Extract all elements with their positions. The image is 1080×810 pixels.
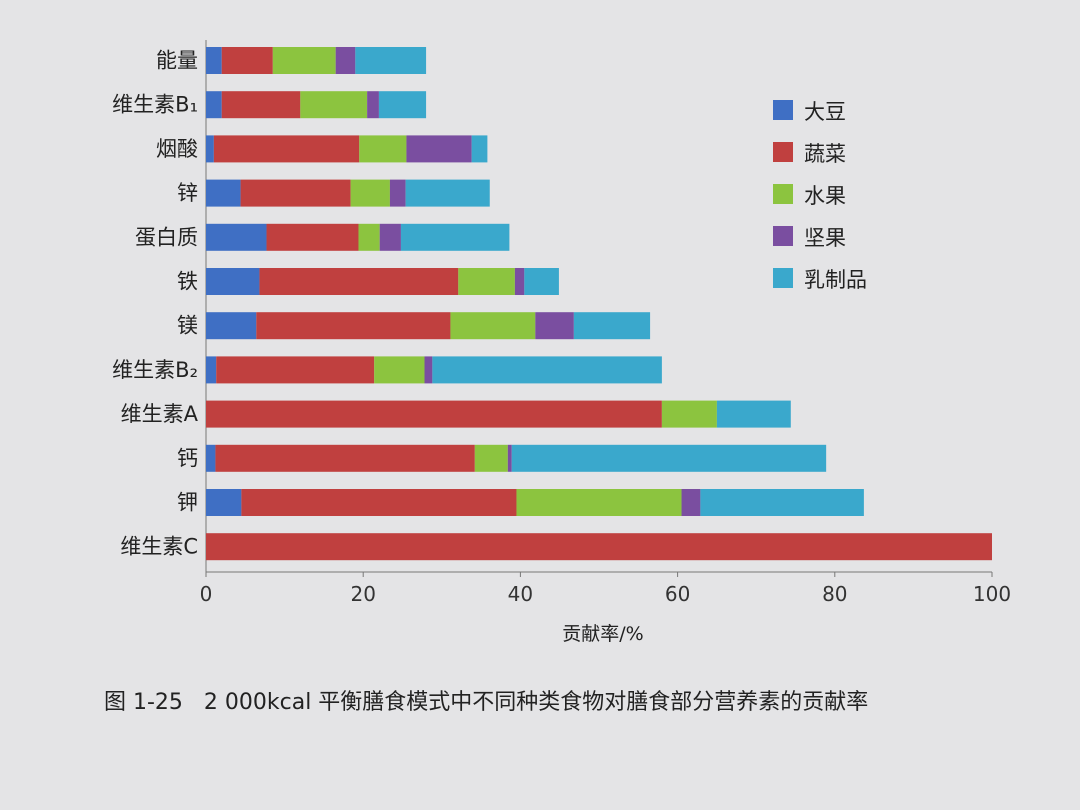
x-tick-label: 20	[350, 582, 375, 606]
bar-segment-蔬菜-钙	[215, 444, 475, 472]
figure-caption: 图 1-25 2 000kcal 平衡膳食模式中不同种类食物对膳食部分营养素的贡…	[104, 690, 869, 715]
bar-segment-大豆-能量	[206, 47, 222, 74]
category-label: 维生素B₂	[112, 358, 198, 382]
legend-label: 大豆	[804, 100, 846, 124]
bar-segment-蔬菜-维生素B₂	[216, 356, 375, 384]
category-label: 铁	[177, 270, 198, 294]
legend-swatch	[773, 100, 793, 120]
bar-segment-水果-钙	[474, 444, 508, 472]
bar-segment-蔬菜-铁	[259, 268, 459, 295]
category-label: 维生素B₁	[112, 93, 198, 117]
x-tick-label: 0	[200, 582, 213, 606]
x-tick-label: 40	[508, 582, 533, 606]
bar-segment-乳制品-钾	[700, 489, 864, 516]
bar-segment-坚果-维生素B₂	[424, 356, 433, 384]
legend-label: 水果	[804, 184, 846, 208]
bar-segment-水果-维生素B₂	[374, 356, 425, 384]
bar-segment-大豆-锌	[206, 179, 241, 207]
bar-segment-乳制品-维生素B₁	[378, 91, 427, 119]
bar-segment-水果-烟酸	[359, 135, 407, 163]
bar-segment-蔬菜-烟酸	[213, 135, 360, 163]
bar-segment-水果-能量	[272, 47, 336, 74]
legend-label: 蔬菜	[804, 142, 846, 166]
bar-segment-乳制品-蛋白质	[400, 223, 510, 251]
bar-segment-坚果-铁	[514, 268, 525, 295]
bar-segment-水果-蛋白质	[358, 223, 380, 251]
bar-segment-坚果-钙	[507, 444, 512, 472]
bar-segment-大豆-烟酸	[206, 135, 214, 163]
bar-segment-水果-镁	[450, 312, 536, 340]
category-label: 维生素C	[120, 535, 198, 559]
bar-segment-大豆-钙	[206, 444, 216, 472]
category-label: 钙	[177, 446, 198, 470]
bar-segment-乳制品-锌	[405, 179, 490, 207]
bar-segment-蔬菜-镁	[256, 312, 451, 340]
bar-segment-蔬菜-维生素A	[206, 400, 662, 428]
bar-segment-大豆-钾	[206, 489, 242, 516]
bar-segment-乳制品-维生素B₂	[432, 356, 662, 384]
bar-segment-大豆-维生素B₁	[206, 91, 222, 119]
bar-segment-大豆-铁	[206, 268, 260, 295]
x-tick-label: 100	[973, 582, 1011, 606]
bar-segment-坚果-蛋白质	[379, 223, 401, 251]
bar-segment-乳制品-钙	[511, 444, 827, 472]
x-axis-label: 贡献率/%	[562, 623, 643, 645]
category-label: 镁	[177, 314, 198, 338]
legend-swatch	[773, 226, 793, 246]
bar-segment-坚果-钾	[681, 489, 701, 516]
category-label: 烟酸	[156, 137, 198, 161]
legend-swatch	[773, 268, 793, 288]
bar-segment-水果-维生素B₁	[300, 91, 368, 119]
x-tick-label: 60	[665, 582, 690, 606]
bar-segment-坚果-烟酸	[406, 135, 472, 163]
legend-swatch	[773, 184, 793, 204]
bar-segment-水果-钾	[516, 489, 682, 516]
bar-segment-蔬菜-维生素C	[206, 533, 992, 561]
bar-segment-坚果-能量	[335, 47, 356, 74]
bar-segment-水果-维生素A	[661, 400, 717, 428]
bar-segment-水果-锌	[350, 179, 390, 207]
bar-segment-大豆-蛋白质	[206, 223, 267, 251]
bar-segment-蔬菜-锌	[240, 179, 351, 207]
bar-segment-水果-铁	[458, 268, 515, 295]
category-label: 锌	[177, 181, 198, 205]
category-label: 能量	[156, 49, 198, 73]
bar-segment-乳制品-烟酸	[471, 135, 488, 163]
category-label: 蛋白质	[135, 225, 198, 249]
x-tick-label: 80	[822, 582, 847, 606]
bar-segment-乳制品-能量	[355, 47, 427, 74]
bar-segment-坚果-维生素B₁	[367, 91, 379, 119]
legend-swatch	[773, 142, 793, 162]
bar-segment-蔬菜-维生素B₁	[221, 91, 301, 119]
category-label: 钾	[177, 491, 198, 515]
bar-segment-蔬菜-能量	[221, 47, 273, 74]
bar-segment-坚果-镁	[535, 312, 574, 340]
bar-segment-乳制品-维生素A	[716, 400, 791, 428]
legend-label: 坚果	[804, 226, 846, 250]
bar-segment-坚果-锌	[389, 179, 406, 207]
bar-segment-蔬菜-蛋白质	[266, 223, 359, 251]
bar-segment-蔬菜-钾	[241, 489, 517, 516]
bar-segment-乳制品-铁	[524, 268, 559, 295]
category-label: 维生素A	[121, 402, 199, 426]
bar-segment-乳制品-镁	[573, 312, 651, 340]
bar-segment-大豆-镁	[206, 312, 257, 340]
bar-segment-大豆-维生素B₂	[206, 356, 217, 384]
legend-label: 乳制品	[804, 268, 867, 292]
